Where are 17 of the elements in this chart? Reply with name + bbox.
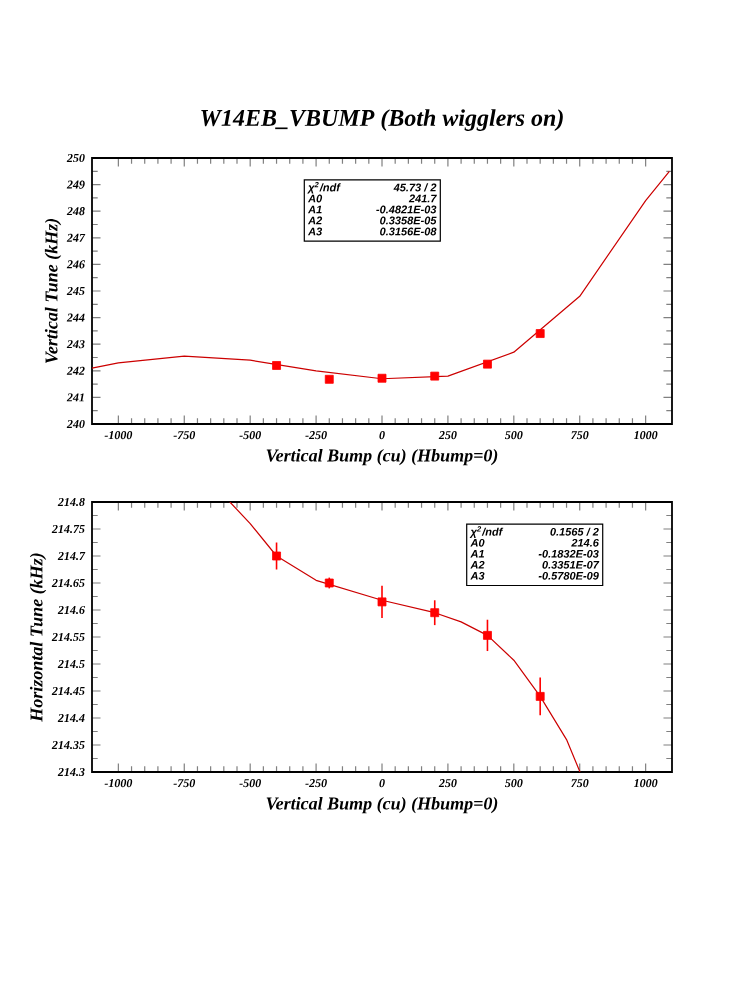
point [483, 359, 492, 369]
y-axis-title: Horizontal Tune (kHz) [29, 553, 47, 722]
point [377, 597, 387, 607]
point [430, 608, 440, 618]
point [535, 329, 545, 338]
point [483, 630, 492, 640]
point [535, 692, 545, 701]
line-series [92, 170, 670, 380]
point [377, 373, 387, 383]
point [324, 374, 334, 384]
x-axis-title: Vertical Bump (cu) (Hbump=0) [266, 796, 498, 814]
point [272, 551, 281, 561]
chart-title: W14EB_VBUMP (Both wigglers on) [201, 109, 563, 131]
point [430, 371, 440, 381]
x-axis-title: Vertical Bump (cu) (Hbump=0) [266, 448, 498, 466]
y-axis-title: Vertical Tune (kHz) [44, 218, 62, 364]
point [272, 361, 281, 370]
